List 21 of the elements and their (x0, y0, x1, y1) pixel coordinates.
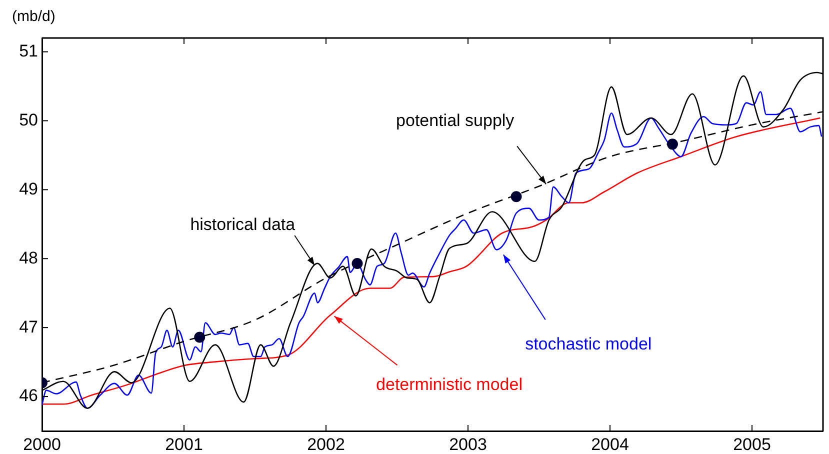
x-tick-label: 2004 (591, 434, 629, 454)
x-tick-label: 2003 (449, 434, 487, 454)
x-tick-label: 2005 (733, 434, 771, 454)
point (666, 138, 678, 150)
point (352, 258, 363, 269)
x-tick-label: 2001 (165, 434, 203, 454)
y-tick-label: 50 (19, 110, 38, 130)
text: stochastic model (525, 334, 652, 354)
x-tick-label: 2000 (23, 434, 61, 454)
y-tick-label: 51 (19, 41, 38, 60)
y-tick-label: 48 (19, 248, 38, 268)
point (510, 191, 522, 202)
point (194, 332, 206, 343)
y-axis-title: (mb/d) (12, 8, 56, 26)
annotation: historical data (190, 215, 296, 234)
x-tick-label: 2002 (307, 434, 345, 454)
y-tick-label: 46 (19, 386, 38, 406)
y-tick-label: 49 (19, 179, 38, 198)
annotation: potential supply (396, 110, 515, 130)
text: deterministic model (376, 374, 522, 394)
y-tick-label: 47 (19, 317, 38, 336)
